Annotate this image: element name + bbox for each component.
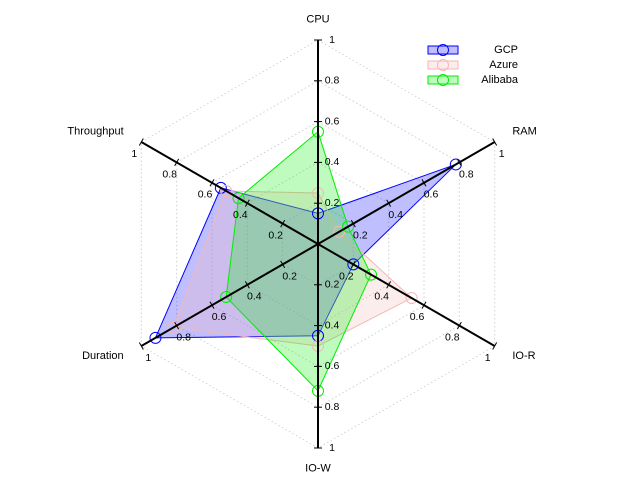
legend-marker-alibaba [437,74,449,86]
axis-label-io-w: IO-W [305,462,331,474]
axis-ram-tick-label-1: 1 [499,148,505,160]
axis-ram-tick-label-0-6: 0.6 [424,189,439,201]
label-layer: 0.20.40.60.81CPU0.20.40.60.81RAM0.20.40.… [67,14,536,475]
axis-throughput-tick-1 [138,138,144,146]
axis-duration-tick-0-4 [244,281,250,289]
legend-swatch-alibaba [427,75,459,85]
axis-duration-tick-0-2 [280,260,286,269]
axis-ram [317,141,496,245]
series-alibaba-point-throughput [232,192,245,205]
axis-throughput-tick-label-1: 1 [131,148,137,160]
legend-swatch-azure [427,60,459,70]
axis-ram-tick-label-0-4: 0.4 [388,209,403,221]
axis-throughput-tick-0-6 [209,179,215,187]
series-alibaba-point-io-r [365,268,378,281]
series-gcp-point-io-r [347,258,360,271]
axis-io-r-tick-label-0-8: 0.8 [445,332,460,344]
axis-throughput-tick-label-0-8: 0.8 [162,168,177,180]
axis-ram-tick-0-8 [456,158,462,167]
axis-io-r-tick-0-6 [421,301,427,309]
axis-ram-tick-1 [492,138,498,146]
axis-io-r-tick-1 [492,342,498,350]
legend: GCP Azure Alibaba [427,44,519,86]
axis-ram-tick-label-0-2: 0.2 [353,230,368,242]
axis-label-io-r: IO-R [512,350,535,362]
series-azure-point-io-r [405,292,418,305]
axis-io-w-tick-label-0-8: 0.8 [325,401,340,413]
axis-layer [138,39,498,449]
axis-ram-tick-label-0-8: 0.8 [459,168,474,180]
legend-swatch-gcp [427,45,459,55]
axis-io-r-tick-0-2 [350,260,356,269]
axis-throughput-tick-label-0-4: 0.4 [233,209,248,221]
axis-io-w-tick-label-1: 1 [329,442,335,454]
axis-cpu-tick-label-1: 1 [329,34,335,46]
axis-throughput-tick-0-4 [244,199,250,207]
legend-label-gcp: GCP [494,44,518,56]
series-azure-point-duration [167,321,180,334]
axis-io-w-tick-label-0-4: 0.4 [325,319,340,331]
axis-io-r-tick-0-4 [386,281,392,289]
axis-duration-tick-1 [138,342,144,350]
series-azure-point-throughput [220,184,233,197]
legend-marker-azure [437,59,449,71]
axis-io-w-tick-label-0-2: 0.2 [325,279,340,291]
series-gcp-point-ram [449,158,462,171]
series-alibaba-point-duration [220,291,233,304]
series-layer [149,125,462,397]
axis-duration-tick-label-0-2: 0.2 [282,270,297,282]
legend-label-azure: Azure [489,59,518,71]
legend-marker-gcp [437,44,449,56]
axis-cpu-tick-label-0-4: 0.4 [325,156,340,168]
axis-duration-tick-label-0-6: 0.6 [212,311,227,323]
series-alibaba-point-ram [342,220,355,233]
axis-io-r-tick-0-8 [456,321,462,330]
axis-io-r [317,243,496,347]
axis-cpu-tick-label-0-8: 0.8 [325,75,340,87]
axis-throughput-tick-label-0-2: 0.2 [268,230,283,242]
axis-io-r-tick-label-0-4: 0.4 [374,291,389,303]
axis-cpu-tick-label-0-6: 0.6 [325,115,340,127]
axis-duration-tick-label-1: 1 [145,352,151,364]
axis-throughput-tick-0-8 [174,158,180,167]
axis-io-r-tick-label-1: 1 [485,352,491,364]
axis-io-r-tick-label-0-2: 0.2 [339,270,354,282]
axis-throughput-tick-label-0-6: 0.6 [198,189,213,201]
axis-duration [140,243,319,347]
legend-label-alibaba: Alibaba [481,74,519,86]
axis-duration-tick-0-8 [174,321,180,330]
axis-duration-tick-label-0-8: 0.8 [176,332,191,344]
axis-io-r-tick-label-0-6: 0.6 [410,311,425,323]
axis-duration-tick-0-6 [209,301,215,309]
axis-ram-tick-0-2 [350,219,356,228]
axis-throughput [140,141,319,245]
axis-throughput-tick-0-2 [280,219,286,228]
axis-cpu-tick-label-0-2: 0.2 [325,197,340,209]
axis-ram-tick-0-6 [421,179,427,187]
axis-label-ram: RAM [512,126,536,138]
axis-label-duration: Duration [82,350,124,362]
axis-label-throughput: Throughput [67,126,123,138]
axis-duration-tick-label-0-4: 0.4 [247,291,262,303]
series-gcp-point-duration [149,331,162,344]
axis-io-w-tick-label-0-6: 0.6 [325,360,340,372]
axis-label-cpu: CPU [306,14,329,26]
axis-ram-tick-0-4 [386,199,392,207]
series-azure-point-ram [333,225,346,238]
